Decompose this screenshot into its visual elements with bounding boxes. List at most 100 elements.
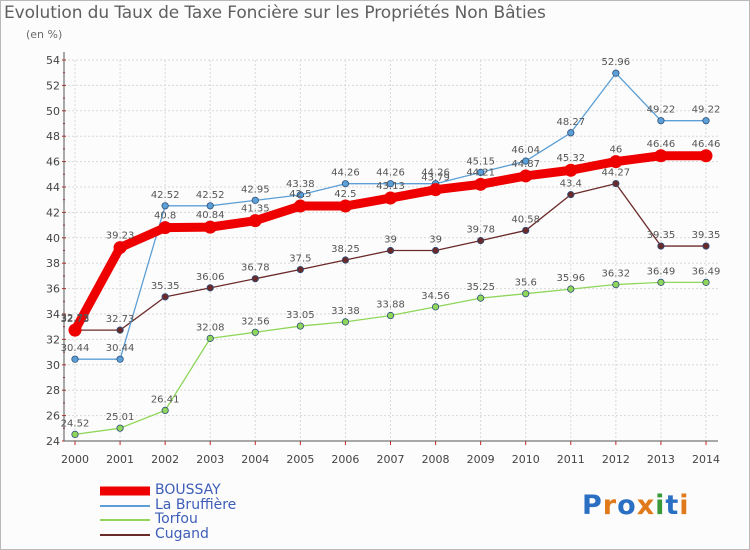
legend-swatch [100, 519, 150, 522]
y-tick-label: 48 [46, 130, 60, 143]
y-tick-label: 30 [46, 359, 60, 372]
data-label: 42.5 [334, 189, 356, 200]
x-tick-label: 2010 [512, 453, 540, 466]
chart-title: Evolution du Taux de Taxe Foncière sur l… [4, 3, 546, 23]
data-label: 32.73 [61, 313, 90, 324]
data-point [296, 191, 304, 199]
data-point [293, 199, 307, 213]
data-point [612, 280, 620, 289]
data-label: 36.32 [602, 269, 631, 280]
data-point [251, 196, 259, 204]
y-tick-label: 46 [46, 156, 60, 169]
y-tick-label: 26 [46, 410, 60, 423]
data-point [161, 202, 169, 210]
data-point [477, 236, 485, 245]
data-label: 40.58 [511, 214, 540, 225]
data-point [386, 311, 395, 320]
data-label: 37.5 [289, 254, 311, 265]
proxiti-logo: Proxiti [582, 490, 690, 521]
data-label: 36.78 [241, 263, 270, 274]
y-tick-label: 44 [46, 181, 60, 194]
logo-letter: x [636, 490, 656, 521]
data-point [248, 214, 262, 228]
data-point [567, 191, 575, 199]
data-label: 32.56 [241, 316, 270, 327]
data-point [477, 168, 485, 176]
data-point [68, 323, 82, 337]
data-label: 44.27 [602, 168, 631, 179]
x-tick-label: 2004 [241, 453, 269, 466]
data-label: 39.35 [692, 230, 721, 241]
y-tick-label: 28 [46, 384, 60, 397]
data-point [474, 177, 488, 191]
x-tick-label: 2002 [151, 453, 179, 466]
data-point [71, 355, 79, 363]
logo-letter: i [679, 490, 690, 521]
data-label: 43.79 [421, 173, 450, 184]
data-point [206, 334, 214, 342]
data-label: 42.52 [151, 190, 180, 201]
data-point [702, 278, 710, 286]
data-label: 45.32 [556, 153, 585, 164]
legend-label: Cugand [155, 525, 209, 542]
data-label: 44.87 [511, 159, 540, 170]
data-label: 43.38 [286, 179, 315, 190]
data-label: 46 [609, 145, 622, 156]
data-label: 36.06 [196, 272, 225, 283]
data-point [522, 226, 530, 235]
legend-swatch [100, 533, 150, 536]
x-tick-label: 2013 [647, 453, 675, 466]
data-label: 36.49 [692, 266, 721, 277]
data-point [612, 179, 620, 188]
data-point [206, 202, 214, 210]
data-label: 44.26 [331, 168, 360, 179]
data-label: 32.08 [196, 322, 225, 333]
data-label: 43.13 [376, 181, 405, 192]
legend-label: Torfou [155, 511, 198, 527]
data-label: 45.15 [466, 156, 495, 167]
y-tick-label: 34 [46, 308, 60, 321]
data-label: 52.96 [602, 57, 631, 68]
legend-label: BOUSSAY [155, 482, 221, 498]
data-label: 35.25 [466, 282, 495, 293]
legend-item: Torfou [100, 511, 360, 528]
x-tick-label: 2000 [61, 453, 89, 466]
data-label: 49.22 [692, 105, 721, 116]
data-point [203, 220, 217, 234]
data-point [206, 284, 214, 292]
data-label: 33.05 [286, 310, 315, 321]
data-point [702, 242, 710, 250]
data-point [113, 241, 127, 255]
data-label: 44.26 [376, 168, 405, 179]
x-tick-label: 2008 [422, 453, 450, 466]
y-tick-label: 38 [46, 257, 60, 270]
data-label: 46.46 [647, 139, 676, 150]
data-point [158, 221, 172, 235]
data-label: 39.23 [106, 231, 135, 242]
data-point [567, 285, 575, 293]
logo-letter: P [582, 490, 603, 521]
data-label: 30.44 [106, 343, 135, 354]
x-tick-label: 2006 [331, 453, 359, 466]
logo-letter: o [617, 490, 637, 521]
data-point [522, 290, 530, 298]
data-label: 38.25 [331, 244, 360, 255]
data-label: 39 [429, 235, 442, 246]
logo-letter: i [655, 490, 666, 521]
y-tick-label: 24 [46, 435, 60, 448]
data-point [431, 303, 440, 311]
data-label: 33.38 [331, 306, 360, 317]
data-point [116, 355, 124, 363]
data-point [296, 322, 304, 330]
data-labels: 32.73 32.73 35.35 36.06 36.78 37.5 38.25 39 39 39… [61, 57, 721, 429]
data-point [386, 246, 395, 255]
x-tick-label: 2007 [377, 453, 405, 466]
x-tick-label: 2003 [196, 453, 224, 466]
data-label: 30.44 [61, 343, 90, 354]
legend: BOUSSAY La Bruffière Torfou Cugand [100, 482, 360, 543]
x-tick-label: 2014 [692, 453, 720, 466]
legend-item: BOUSSAY [100, 482, 360, 499]
axes: 24 26 28 30 32 34 36 38 40 42 44 46 48 50 52 54 2000 2001… [46, 52, 720, 466]
legend-item: Cugand [100, 525, 360, 543]
